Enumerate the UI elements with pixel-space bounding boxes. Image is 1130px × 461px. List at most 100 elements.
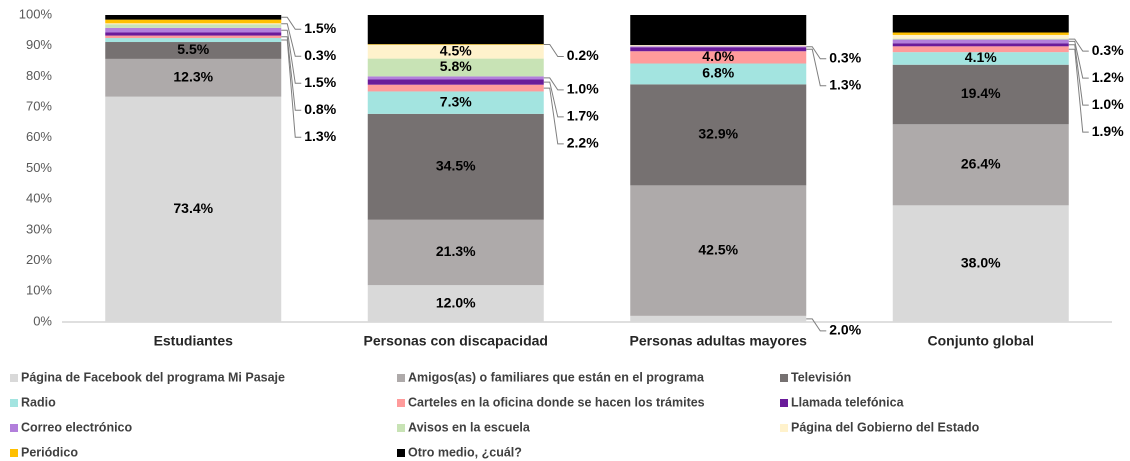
data-label: 1.9%: [1092, 123, 1124, 139]
bar-segment: [105, 58, 282, 97]
y-tick-label: 40%: [26, 191, 52, 206]
data-label: 73.4%: [173, 200, 213, 216]
data-label: 0.2%: [567, 47, 599, 63]
legend-swatch: [397, 424, 405, 432]
bar-segment: [892, 38, 1069, 40]
x-tick-label: Personas con discapacidad: [364, 333, 548, 349]
data-label: 4.1%: [965, 49, 997, 65]
leader-line: [1068, 44, 1089, 106]
data-label: 5.5%: [177, 41, 209, 57]
bar-segment: [630, 45, 807, 47]
bar-segment: [630, 84, 807, 186]
data-label: 1.3%: [829, 76, 861, 92]
legend-swatch: [10, 374, 18, 382]
y-tick-label: 30%: [26, 221, 52, 236]
bar-segment: [630, 51, 807, 64]
bar-segment: [630, 63, 807, 85]
data-label: 0.3%: [829, 49, 861, 65]
bar-segment: [892, 124, 1069, 206]
bar-segment: [105, 35, 282, 39]
y-tick-label: 10%: [26, 283, 52, 298]
bar-segment: [105, 32, 282, 36]
data-label: 1.5%: [304, 74, 336, 90]
bar-segment: [105, 23, 282, 25]
bar-segment: [367, 113, 544, 220]
bar-segment: [630, 47, 807, 52]
bar-segment: [367, 44, 544, 45]
y-tick-label: 70%: [26, 99, 52, 114]
leader-line: [543, 81, 564, 118]
leader-line: [281, 36, 302, 111]
legend-swatch: [10, 424, 18, 432]
leader-line: [281, 16, 302, 30]
leader-line: [806, 318, 827, 332]
legend-label: Amigos(as) o familiares que están en el …: [408, 370, 705, 384]
legend-label: Llamada telefónica: [791, 395, 905, 409]
legend-label: Carteles en la oficina donde se hacen lo…: [408, 395, 705, 409]
bar-segment: [367, 58, 544, 77]
y-tick-label: 0%: [33, 313, 52, 328]
legend-label: Televisión: [791, 370, 851, 384]
bar-segment: [367, 76, 544, 80]
data-label: 7.3%: [440, 93, 472, 109]
data-label: 26.4%: [961, 156, 1001, 172]
data-label: 1.7%: [567, 108, 599, 124]
data-label: 1.2%: [1092, 69, 1124, 85]
bar-segment: [892, 64, 1069, 125]
leader-line: [281, 23, 302, 57]
legend-swatch: [780, 374, 788, 382]
legend-swatch: [397, 374, 405, 382]
data-label: 5.7%: [965, 14, 997, 30]
data-label: 1.5%: [304, 20, 336, 36]
bar-segment: [892, 205, 1069, 322]
bar-segment: [630, 185, 807, 316]
bar-segment: [105, 15, 282, 20]
bar-segment: [367, 285, 544, 322]
bar-segment: [892, 32, 1069, 35]
leader-line: [1068, 38, 1089, 52]
y-tick-label: 90%: [26, 37, 52, 52]
bar-segment: [892, 43, 1069, 47]
bar-segment: [105, 27, 282, 33]
y-tick-label: 20%: [26, 252, 52, 267]
legend-swatch: [397, 399, 405, 407]
data-label: 12.0%: [436, 294, 476, 310]
leader-line: [543, 87, 564, 145]
leader-line: [1068, 40, 1089, 79]
bar-segment: [105, 38, 282, 43]
bar-segment: [630, 46, 807, 48]
leader-line: [281, 39, 302, 138]
legend-label: Correo electrónico: [21, 420, 133, 434]
data-label: 12.3%: [173, 68, 213, 84]
bar-segment: [892, 39, 1069, 44]
leader-line: [543, 43, 564, 57]
data-label: 2.0%: [829, 322, 861, 338]
data-label: 2.2%: [567, 135, 599, 151]
data-label: 1.0%: [1092, 96, 1124, 112]
data-label: 9.8%: [702, 21, 734, 37]
leader-line: [806, 46, 827, 60]
bar-segment: [367, 15, 544, 45]
bar-segment: [892, 46, 1069, 53]
legend-swatch: [10, 449, 18, 457]
bar-segment: [892, 52, 1069, 65]
data-label: 4.0%: [702, 48, 734, 64]
data-label: 6.8%: [702, 65, 734, 81]
legend-label: Periódico: [21, 445, 78, 459]
data-label: 4.5%: [440, 42, 472, 58]
data-label: 21.3%: [436, 243, 476, 259]
bar-segment: [105, 42, 282, 59]
leader-line: [543, 77, 564, 91]
bar-segment: [630, 15, 807, 46]
legend-swatch: [397, 449, 405, 457]
legend-label: Otro medio, ¿cuál?: [408, 445, 522, 459]
data-label: 9.5%: [440, 20, 472, 36]
data-label: 5.8%: [440, 58, 472, 74]
leader-line: [806, 48, 827, 87]
y-tick-label: 80%: [26, 68, 52, 83]
y-tick-label: 50%: [26, 160, 52, 175]
data-label: 38.0%: [961, 254, 1001, 270]
bar-segment: [630, 315, 807, 322]
x-tick-label: Personas adultas mayores: [630, 333, 808, 349]
